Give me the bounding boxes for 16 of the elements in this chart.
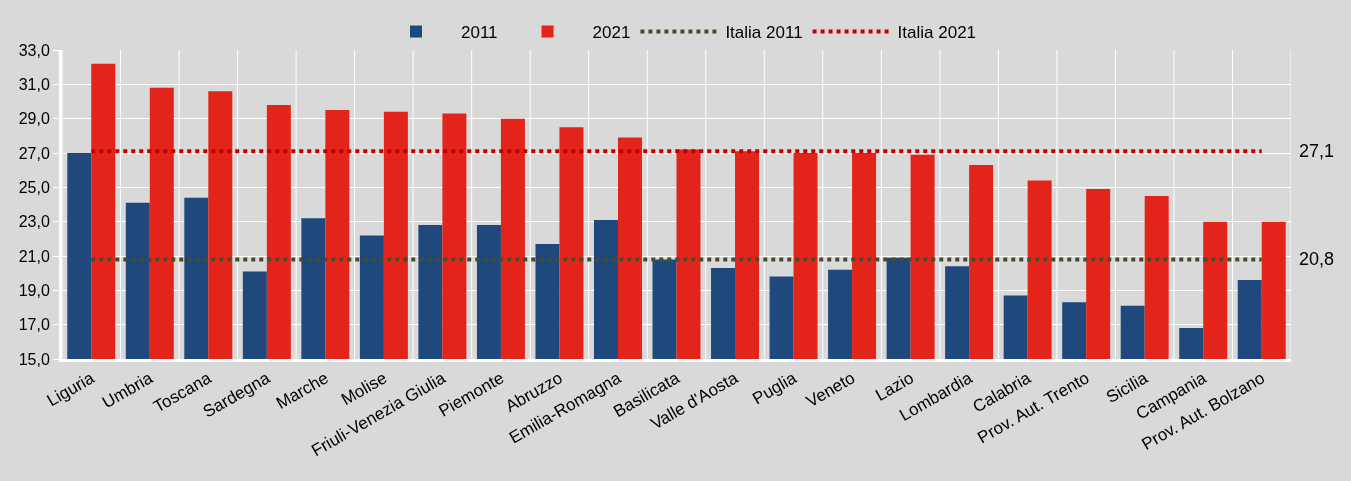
legend-label: 2011: [461, 23, 498, 43]
y-tick-label: 23,0: [18, 213, 50, 231]
legend-label: Italia 2021: [897, 23, 977, 43]
y-tick-label: 29,0: [18, 110, 50, 128]
y-tick-label: 15,0: [18, 350, 50, 368]
legend-label: 2021: [592, 23, 631, 43]
legend-label: Italia 2011: [725, 23, 803, 43]
text: 20,8: [1299, 249, 1335, 269]
y-tick-label: 33,0: [18, 41, 50, 59]
y-tick-label: 27,0: [18, 144, 50, 162]
y-tick-label: 25,0: [18, 178, 50, 196]
y-tick-label: 31,0: [18, 75, 50, 93]
text: 27,1: [1299, 141, 1335, 161]
y-tick-label: 17,0: [18, 316, 50, 334]
y-tick-label: 19,0: [18, 281, 50, 299]
y-tick-label: 21,0: [18, 247, 50, 265]
